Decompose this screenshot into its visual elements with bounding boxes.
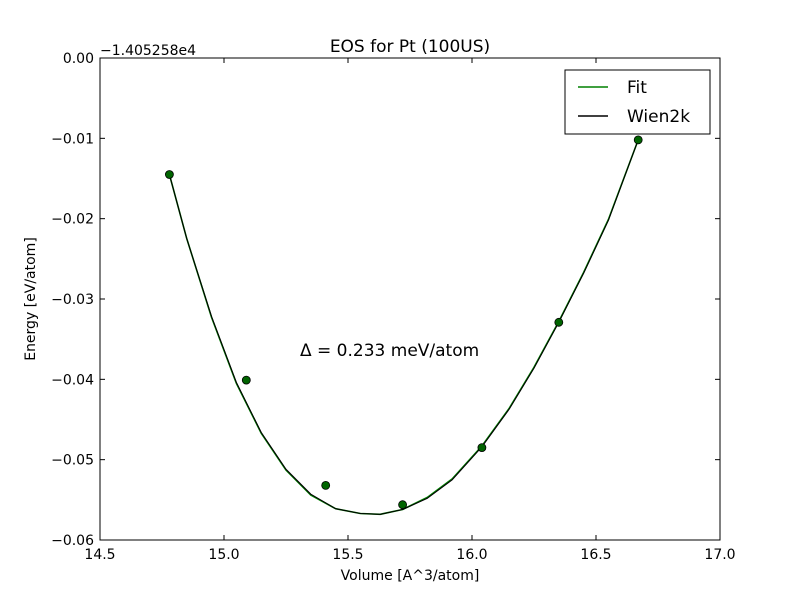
data-point [398,500,408,510]
x-axis-title: Volume [A^3/atom] [341,568,480,584]
data-point [554,317,564,327]
data-points-layer [164,135,643,510]
y-tick-label: −0.01 [51,131,94,147]
x-axis-ticks: 14.5 15.0 15.5 16.0 16.5 17.0 [84,58,736,563]
x-tick-label: 14.5 [84,547,115,563]
y-tick-label: −0.06 [51,533,94,549]
x-tick-label: 16.0 [456,547,487,563]
y-axis-title: Energy [eV/atom] [23,237,39,361]
data-point [633,135,643,145]
y-offset-label: −1.405258e4 [100,43,196,59]
delta-annotation: Δ = 0.233 meV/atom [300,341,479,361]
data-point [321,480,331,490]
legend: Fit Wien2k [564,69,711,135]
plot-area [164,135,643,516]
data-point [477,443,487,453]
legend-label-wien2k: Wien2k [627,107,690,127]
chart-title: EOS for Pt (100US) [330,37,490,57]
data-point [241,375,251,385]
x-tick-label: 15.0 [208,547,239,563]
legend-items: Fit Wien2k [578,78,690,127]
y-tick-label: −0.03 [51,292,94,308]
y-axis-ticks: 0.00 −0.01 −0.02 −0.03 −0.04 −0.05 −0.06 [51,51,720,549]
y-tick-label: −0.02 [51,212,94,228]
x-tick-label: 16.5 [580,547,611,563]
y-tick-label: 0.00 [63,51,94,67]
legend-label-fit: Fit [627,78,647,98]
legend-box [564,69,711,135]
y-tick-label: −0.04 [51,372,94,388]
y-tick-label: −0.05 [51,453,94,469]
series-layer [168,139,639,516]
series-line-wien2k [168,139,639,515]
x-tick-label: 17.0 [704,547,735,563]
x-tick-label: 15.5 [332,547,363,563]
data-point [164,170,174,179]
